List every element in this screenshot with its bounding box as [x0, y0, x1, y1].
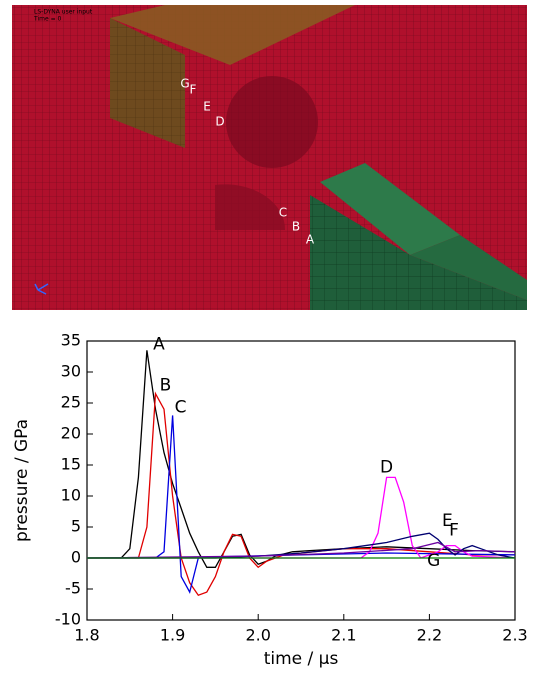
- series-line: [87, 476, 516, 559]
- point-label: A: [306, 233, 315, 247]
- curve-label: G: [427, 551, 440, 571]
- curve-label: D: [380, 457, 393, 477]
- series-line: [86, 541, 516, 559]
- point-label: C: [279, 206, 287, 220]
- x-tick-label: 2.1: [331, 626, 356, 645]
- point-label: G: [180, 77, 189, 91]
- y-tick-label: 15: [61, 455, 81, 474]
- series-line: [87, 532, 516, 559]
- curve-label: F: [449, 521, 459, 541]
- x-tick-label: 2.3: [502, 626, 527, 645]
- axis-triad: [34, 283, 49, 295]
- x-axis-title: time / μs: [264, 649, 339, 669]
- point-label: E: [203, 100, 211, 114]
- y-tick-label: -10: [55, 610, 81, 629]
- x-tick-label: 2.2: [417, 626, 442, 645]
- point-label: F: [190, 83, 197, 97]
- y-tick-label: 5: [71, 517, 81, 536]
- x-tick-label: 1.8: [74, 626, 99, 645]
- y-tick-label: -5: [65, 579, 81, 598]
- point-label: D: [215, 115, 224, 129]
- curve-label: B: [160, 376, 172, 396]
- point-label: B: [292, 220, 300, 234]
- series-line: [87, 391, 515, 596]
- caption: Time = 0: [33, 16, 62, 23]
- series-line: [87, 415, 516, 594]
- curve-label: A: [153, 334, 165, 354]
- y-tick-label: 25: [61, 393, 81, 412]
- y-tick-label: 30: [61, 362, 81, 381]
- y-tick-label: 0: [71, 548, 81, 567]
- y-tick-label: 35: [61, 331, 81, 350]
- caption: LS-DYNA user input: [34, 9, 93, 16]
- y-tick-label: 10: [61, 486, 81, 505]
- y-tick-label: 20: [61, 424, 81, 443]
- x-tick-label: 2.0: [245, 626, 270, 645]
- curve-label: E: [442, 511, 453, 531]
- mesh-render: [12, 5, 527, 310]
- x-tick-label: 1.9: [160, 626, 185, 645]
- curve-label: C: [175, 397, 187, 417]
- y-axis-title: pressure / GPa: [12, 419, 32, 542]
- plot-frame: [86, 340, 516, 621]
